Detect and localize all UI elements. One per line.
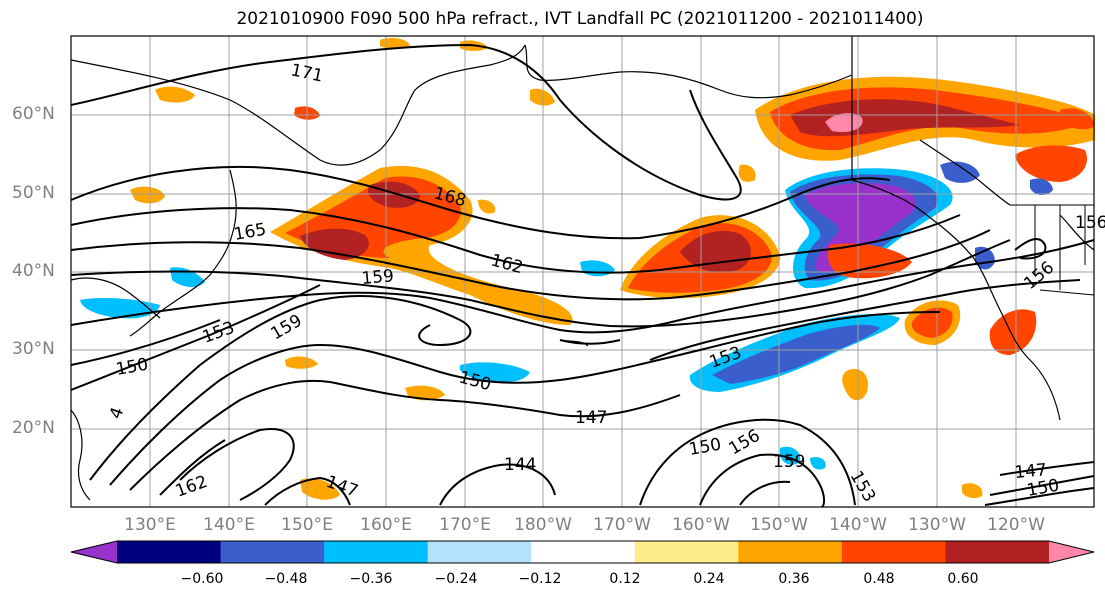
lon-label: 180°W	[514, 515, 572, 535]
colorbar-swatch	[738, 541, 843, 563]
contour-label: 147	[575, 408, 607, 428]
refractivity-contours	[70, 43, 1095, 508]
colorbar-tick-label: −0.12	[518, 571, 562, 587]
colorbar-swatch	[324, 541, 429, 563]
contour-label: 156	[1075, 213, 1105, 233]
lat-label: 30°N	[12, 339, 55, 359]
lon-label: 130°E	[124, 515, 176, 535]
contour-label: 147	[1014, 460, 1048, 483]
contour-label: 144	[504, 455, 536, 475]
contour-label: 150	[687, 435, 722, 460]
colorbar-swatch	[117, 541, 222, 563]
lat-label: 20°N	[12, 418, 55, 438]
colorbar-swatch	[427, 541, 532, 563]
colorbar-outline	[70, 540, 1095, 564]
coastlines	[70, 36, 1095, 501]
lat-label: 40°N	[12, 261, 55, 281]
lon-label: 130°W	[908, 515, 966, 535]
colorbar	[70, 540, 1095, 564]
map-title: 2021010900 F090 500 hPa refract., IVT La…	[236, 9, 924, 29]
colorbar-tick-label: −0.48	[264, 571, 308, 587]
colorbar-tick-label: 0.24	[693, 571, 725, 587]
colorbar-extend-min	[71, 541, 117, 563]
lon-label: 170°E	[439, 515, 491, 535]
lon-label: 160°W	[672, 515, 730, 535]
contour-label: 4	[106, 405, 128, 422]
colorbar-tick-label: −0.60	[180, 571, 224, 587]
contour-label: 162	[489, 251, 526, 279]
colorbar-tick-label: 0.36	[778, 571, 810, 587]
colorbar-extend-max	[1049, 541, 1094, 563]
lat-label: 50°N	[12, 183, 55, 203]
colorbar-swatch	[841, 541, 946, 563]
colorbar-tick-label: 0.60	[947, 571, 979, 587]
colorbar-swatch	[531, 541, 636, 563]
lon-label: 140°E	[203, 515, 255, 535]
colorbar-tick-label: −0.36	[349, 571, 393, 587]
lon-label: 170°W	[593, 515, 651, 535]
lon-label: 150°W	[750, 515, 808, 535]
lon-label: 120°W	[987, 515, 1045, 535]
lon-label: 140°W	[829, 515, 887, 535]
colorbar-tick-label: −0.24	[434, 571, 478, 587]
contour-label: 171	[289, 60, 325, 86]
contour-label: 159	[773, 452, 805, 472]
contour-label: 150	[114, 355, 149, 380]
contour-label: 159	[361, 266, 395, 289]
contour-label: 165	[232, 220, 267, 245]
lon-label: 150°E	[281, 515, 333, 535]
contour-label: 156	[1020, 258, 1058, 294]
colorbar-swatch	[634, 541, 739, 563]
lon-label: 160°E	[360, 515, 412, 535]
colorbar-swatch	[220, 541, 325, 563]
colorbar-tick-label: 0.48	[863, 571, 895, 587]
lat-label: 60°N	[12, 104, 55, 124]
contour-label: 156	[726, 426, 764, 460]
colorbar-swatch	[945, 541, 1050, 563]
contour-label: 159	[268, 311, 306, 345]
map-frame	[70, 35, 1095, 508]
colorbar-tick-label: 0.12	[609, 571, 641, 587]
refractivity-anomaly-fills	[80, 38, 1095, 500]
